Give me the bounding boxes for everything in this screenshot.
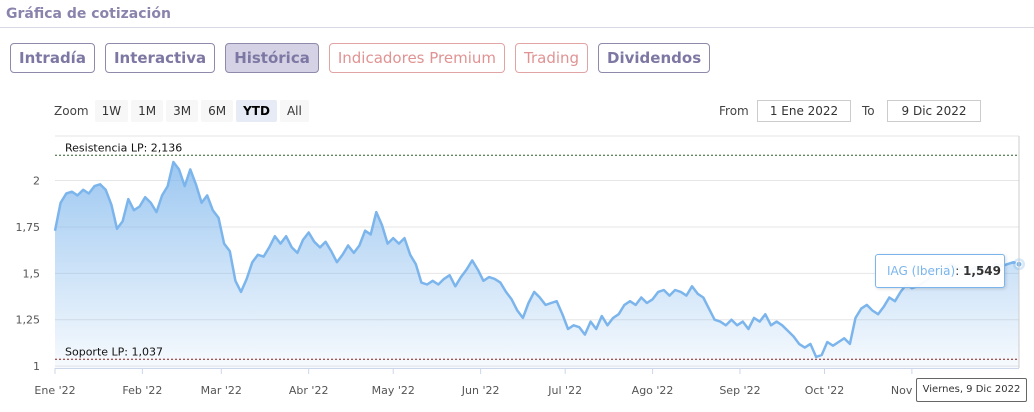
zoom-6m-button[interactable]: 6M [201,100,234,122]
zoom-3m-button[interactable]: 3M [166,100,199,122]
tab-trading[interactable]: Trading [515,43,589,73]
x-tick-label: Jun '22 [461,384,500,397]
x-tick-label: Ago '22 [632,384,674,397]
price-area-fill [55,162,1019,368]
x-tick-label: Ene '22 [34,384,75,397]
date-tooltip: Viernes, 9 Dic 2022 [916,378,1027,402]
tab-intradia[interactable]: Intradía [10,43,95,73]
chart-tabs: Intradía Interactiva Histórica Indicador… [10,43,711,73]
tooltip-value: 1,549 [963,264,1002,278]
price-line [53,160,1020,359]
y-tick-label: 2 [33,175,40,188]
x-tick-label: Mar '22 [201,384,242,397]
tab-interactiva[interactable]: Interactiva [104,43,216,73]
from-label: From [719,104,749,118]
x-tick-label: Sep '22 [719,384,760,397]
x-tick-label: May '22 [372,384,415,397]
y-tick-label: 1,25 [16,314,41,327]
series-tooltip: IAG (Iberia): 1,549 [875,254,1005,288]
price-chart: Resistencia LP: 2,136 Soporte LP: 1,037 1… [16,135,1025,397]
resistance-label: Resistencia LP: 2,136 [65,141,182,154]
y-tick-label: 1 [33,360,40,373]
zoom-1m-button[interactable]: 1M [131,100,164,122]
tab-dividendos[interactable]: Dividendos [598,43,711,73]
x-tick-label: Abr '22 [289,384,329,397]
y-tick-label: 1,75 [16,221,41,234]
tab-historica[interactable]: Histórica [225,43,319,73]
tooltip-series-name: IAG (Iberia) [887,264,956,278]
zoom-label: Zoom [54,104,89,118]
x-tick-label: Oct '22 [805,384,845,397]
support-label: Soporte LP: 1,037 [65,345,163,358]
tab-indicadores-premium[interactable]: Indicadores Premium [328,43,505,73]
zoom-1w-button[interactable]: 1W [94,100,129,122]
title-divider [0,27,1034,28]
y-tick-label: 1,5 [23,267,41,280]
x-tick-label: Jul '22 [547,384,582,397]
to-label: To [862,104,875,118]
from-date-input[interactable] [757,100,851,122]
zoom-selector: Zoom 1W 1M 3M 6M YTD All [54,100,309,122]
zoom-all-button[interactable]: All [279,100,309,122]
page-title: Gráfica de cotización [6,6,171,22]
to-date-input[interactable] [887,100,981,122]
zoom-ytd-button[interactable]: YTD [236,100,277,122]
x-tick-label: Feb '22 [122,384,162,397]
